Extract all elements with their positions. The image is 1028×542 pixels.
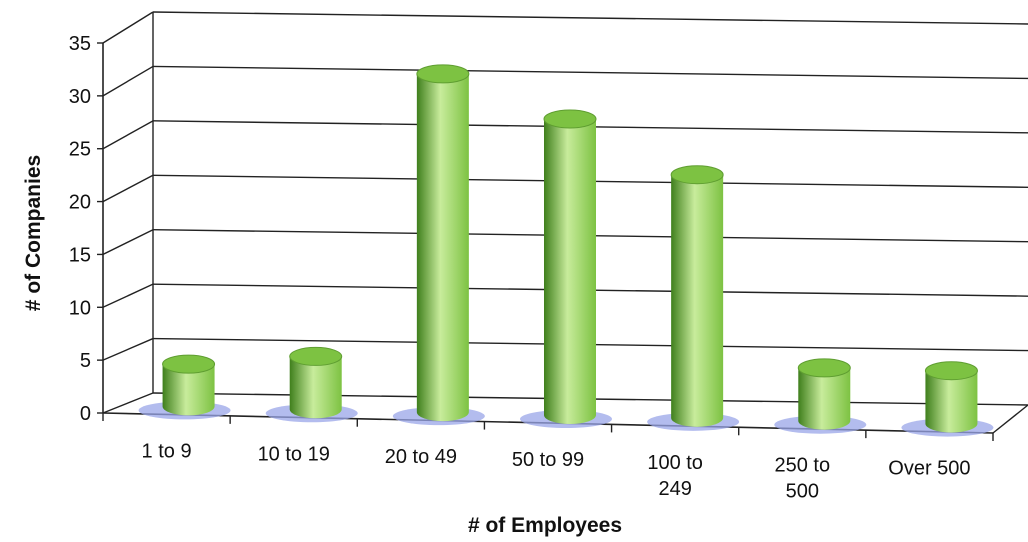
y-tick-label: 15 [69, 244, 91, 266]
bar [925, 370, 978, 433]
x-tick-label-line: 100 to [647, 452, 703, 474]
side-gridline [102, 120, 154, 150]
x-tick-label: 1 to 9 [142, 440, 192, 462]
bar-top [670, 165, 724, 185]
x-tick-label: 50 to 99 [512, 449, 584, 471]
bar-top [543, 109, 597, 129]
x-tick-label: Over 500 [888, 458, 970, 480]
gridline [152, 65, 1028, 80]
y-axis-title: # of Companies [22, 155, 45, 311]
bar-top [162, 354, 216, 374]
x-tick-label-line: 250 to [774, 455, 830, 477]
bar [162, 364, 215, 416]
bar [416, 73, 469, 422]
bar-top [416, 64, 470, 84]
x-tick-label-line: Over 500 [888, 458, 970, 480]
x-tick-label: 10 to 19 [258, 443, 330, 465]
labels: 0 5 10 15 20 25 30 35 1 to 9 10 to 19 20 to 49 50 t… [69, 33, 971, 503]
x-tick-label: 250 to 500 [774, 455, 830, 503]
bar [544, 119, 596, 424]
bar-top [289, 346, 343, 366]
bars [138, 64, 994, 437]
x-axis-title: # of Employees [468, 514, 622, 537]
bar-top [797, 358, 851, 378]
y-tick-label: 35 [69, 33, 91, 55]
x-tick-label-line: 500 [786, 481, 819, 503]
y-tick-label: 5 [80, 350, 91, 372]
x-tick-label: 20 to 49 [385, 446, 457, 468]
x-tick-label-line: 10 to 19 [258, 443, 330, 465]
x-tick-label: 100 to 249 [647, 452, 703, 500]
side-gridline [102, 174, 154, 203]
y-tick-label: 10 [69, 297, 91, 319]
side-gridline [102, 283, 154, 308]
floor-edge [992, 404, 1028, 434]
x-tick-label-line: 50 to 99 [512, 449, 584, 471]
y-tick-label: 30 [69, 86, 91, 108]
x-tick-label-line: 249 [658, 478, 691, 500]
bar [671, 174, 724, 427]
y-tick-label: 25 [69, 139, 91, 161]
x-tick-label-line: 20 to 49 [385, 446, 457, 468]
gridline [152, 11, 1028, 25]
y-tick-label: 20 [69, 192, 91, 214]
side-gridline [102, 392, 154, 414]
side-gridline [102, 11, 154, 44]
x-tick-label-line: 1 to 9 [142, 440, 192, 462]
bar [289, 356, 342, 419]
bar [798, 367, 851, 430]
side-gridline [102, 65, 154, 97]
bar-top [924, 361, 978, 381]
y-tick-label: 0 [80, 403, 91, 425]
side-gridline [102, 337, 154, 361]
side-gridline [102, 229, 154, 256]
